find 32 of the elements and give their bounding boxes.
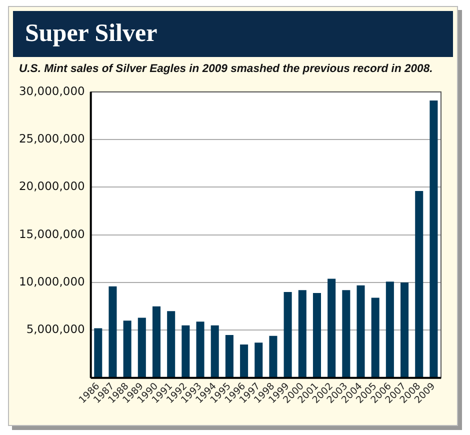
- bar: [240, 344, 248, 378]
- y-tick-label: 15,000,000: [18, 226, 85, 241]
- y-tick-label: 10,000,000: [18, 274, 85, 289]
- bar: [138, 318, 146, 378]
- bar: [152, 306, 161, 378]
- bar: [356, 285, 365, 378]
- bar: [269, 336, 278, 378]
- bar: [312, 293, 321, 378]
- bar: [225, 334, 234, 378]
- bar: [284, 292, 292, 378]
- y-tick-label: 25,000,000: [18, 132, 85, 146]
- bar: [400, 282, 409, 378]
- bar: [254, 342, 263, 378]
- bar: [386, 282, 394, 378]
- chart-title: Super Silver: [13, 11, 453, 57]
- bar: [167, 311, 176, 378]
- bar: [182, 325, 190, 378]
- y-tick-label: 30,000,000: [18, 84, 85, 98]
- bar: [196, 322, 204, 378]
- y-tick-label: 5,000,000: [26, 322, 85, 336]
- bar: [342, 290, 350, 378]
- chart-subtitle: U.S. Mint sales of Silver Eagles in 2009 smashed the previous record in 2008.: [19, 63, 434, 75]
- bar: [94, 328, 102, 378]
- bar: [123, 320, 132, 378]
- bar: [328, 278, 336, 378]
- bar: [430, 100, 438, 378]
- bar: [298, 290, 306, 378]
- bar: [415, 191, 424, 378]
- y-tick-label: 20,000,000: [18, 179, 85, 194]
- bar: [210, 325, 219, 378]
- bar: [108, 286, 117, 378]
- bar: [371, 298, 380, 378]
